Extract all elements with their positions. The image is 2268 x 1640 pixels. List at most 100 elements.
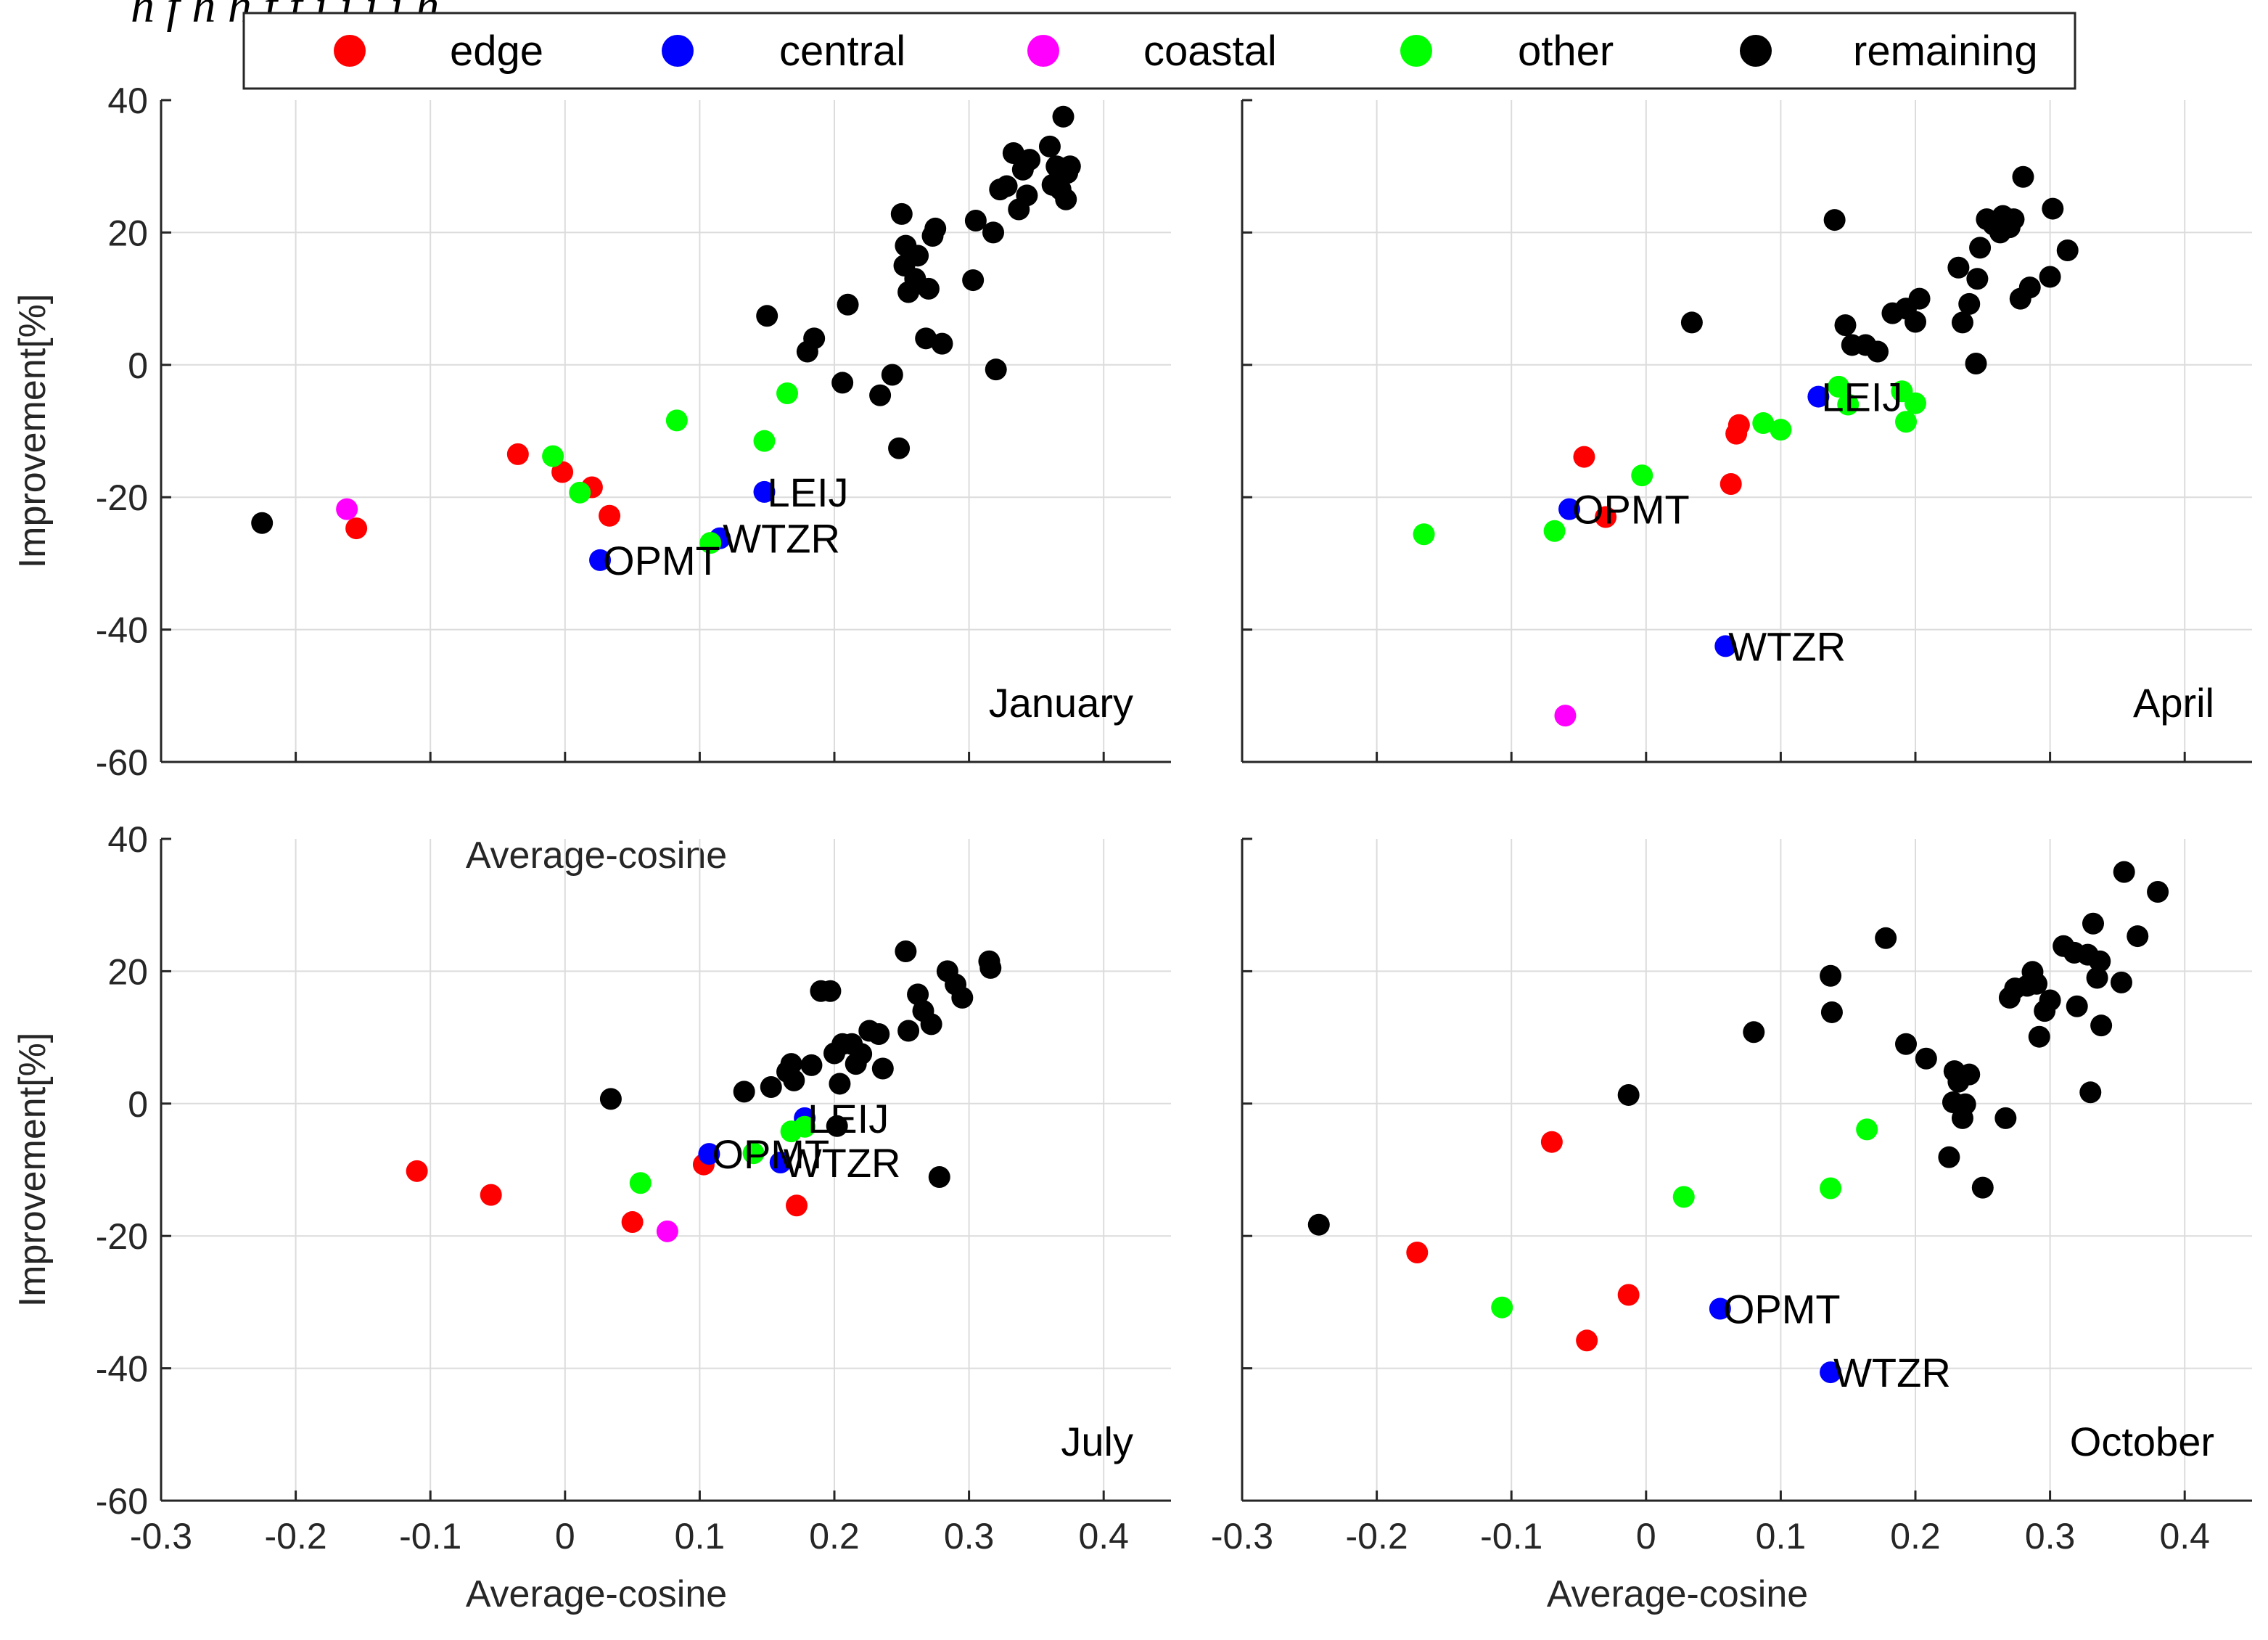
- station-label-leij: LEIJ: [767, 470, 848, 515]
- x-tick-label: 0.3: [944, 1516, 995, 1557]
- point-remaining: [2018, 276, 2041, 299]
- point-remaining: [819, 980, 842, 1002]
- point-remaining: [800, 1054, 823, 1076]
- legend-marker-central: [662, 35, 694, 67]
- point-remaining: [2039, 989, 2061, 1012]
- point-remaining: [1971, 1176, 1994, 1199]
- point-remaining: [964, 209, 987, 231]
- point-remaining: [1820, 1001, 1843, 1023]
- point-remaining: [1905, 311, 1926, 333]
- legend-marker-other: [1400, 35, 1432, 67]
- station-label-wtzr: WTZR: [1833, 1350, 1951, 1395]
- point-edge: [406, 1160, 428, 1182]
- point-remaining: [1307, 1213, 1330, 1236]
- x-tick-label: 0.4: [1078, 1516, 1129, 1557]
- point-remaining: [1965, 352, 1987, 374]
- point-remaining: [2056, 239, 2079, 262]
- x-tick-label: -0.2: [1346, 1516, 1408, 1557]
- point-other: [699, 532, 722, 554]
- point-edge: [1617, 1284, 1640, 1306]
- point-remaining: [2028, 1025, 2050, 1048]
- y-tick-label: 0: [128, 345, 148, 386]
- series-other: [1491, 1118, 1878, 1319]
- point-coastal: [336, 498, 358, 520]
- legend-label-coastal: coastal: [1143, 28, 1277, 75]
- series-remaining: [1680, 165, 2079, 374]
- point-remaining: [1958, 292, 1981, 315]
- point-remaining: [888, 437, 911, 459]
- series-coastal: [656, 1220, 678, 1242]
- y-tick-label: 40: [107, 81, 148, 121]
- x-tick-label: 0.4: [2159, 1516, 2210, 1557]
- point-other: [1672, 1186, 1695, 1208]
- point-remaining: [920, 1013, 942, 1036]
- legend-label-central: central: [779, 28, 905, 75]
- point-edge: [786, 1194, 808, 1217]
- point-remaining: [826, 1115, 848, 1137]
- x-tick-label: 0.1: [675, 1516, 726, 1557]
- point-other: [665, 409, 688, 432]
- panel-october: -0.3 -0.2 -0.1 0 0.1 0.2 0.3 0.4 Average-cosine O…: [1211, 837, 2252, 1615]
- point-other: [1856, 1118, 1878, 1141]
- panel-title-october: October: [2070, 1419, 2214, 1464]
- point-remaining: [1016, 184, 1038, 207]
- point-other: [629, 1172, 652, 1194]
- y-tick-label: -20: [96, 1216, 148, 1257]
- series-edge: [345, 443, 621, 540]
- point-central: [1714, 635, 1737, 657]
- point-remaining: [2066, 995, 2088, 1017]
- point-remaining: [760, 1076, 782, 1098]
- point-remaining: [2002, 208, 2025, 231]
- point-central: [753, 480, 776, 503]
- point-remaining: [837, 293, 859, 316]
- point-remaining: [2026, 972, 2048, 995]
- y-tick-label: 0: [128, 1084, 148, 1125]
- point-central: [589, 549, 612, 571]
- point-other: [1895, 411, 1918, 433]
- panel-january: -60 -40 -20 0 20 40 Improvement[%] Average-cosi…: [12, 81, 1171, 877]
- point-remaining: [881, 364, 903, 386]
- point-remaining: [2012, 165, 2034, 188]
- point-remaining: [1823, 209, 1846, 231]
- y-tick-label: 20: [107, 213, 148, 253]
- point-remaining: [2079, 1081, 2102, 1104]
- point-remaining: [1875, 927, 1897, 949]
- point-other: [794, 1115, 816, 1138]
- station-label-opmt: OPMT: [1723, 1287, 1841, 1332]
- point-remaining: [1994, 1107, 2017, 1129]
- x-tick-label: 0.1: [1756, 1516, 1807, 1557]
- point-remaining: [982, 221, 1005, 244]
- point-remaining: [1019, 149, 1041, 171]
- point-remaining: [1947, 256, 1970, 279]
- point-remaining: [868, 1023, 890, 1046]
- series-other: [629, 1115, 816, 1194]
- point-edge: [480, 1184, 502, 1206]
- point-remaining: [2082, 912, 2104, 935]
- series-edge: [1406, 1131, 1640, 1352]
- x-axis-label: Average-cosine: [466, 1573, 727, 1615]
- point-remaining: [1055, 188, 1077, 210]
- point-remaining: [928, 1166, 950, 1189]
- point-central: [1709, 1297, 1731, 1320]
- series-central: [1558, 385, 1830, 657]
- point-remaining: [2039, 266, 2061, 288]
- x-tick-label: -0.1: [399, 1516, 461, 1557]
- y-tick-label: -60: [96, 1481, 148, 1522]
- panels: -60 -40 -20 0 20 40 Improvement[%] Average-cosi…: [12, 81, 2252, 1615]
- point-central: [698, 1143, 720, 1165]
- point-remaining: [2086, 967, 2108, 989]
- point-remaining: [924, 217, 947, 239]
- point-other: [753, 430, 776, 452]
- point-remaining: [783, 1069, 805, 1091]
- x-axis-label: Average-cosine: [466, 835, 727, 877]
- point-remaining: [850, 1043, 873, 1065]
- x-tick-label: 0: [555, 1516, 575, 1557]
- x-tick-label: -0.3: [130, 1516, 192, 1557]
- y-tick-label: 20: [107, 951, 148, 992]
- point-other: [1631, 464, 1653, 487]
- point-remaining: [1958, 1063, 1981, 1086]
- point-remaining: [907, 983, 929, 1006]
- station-label-opmt: OPMT: [712, 1131, 829, 1177]
- point-edge: [551, 461, 574, 483]
